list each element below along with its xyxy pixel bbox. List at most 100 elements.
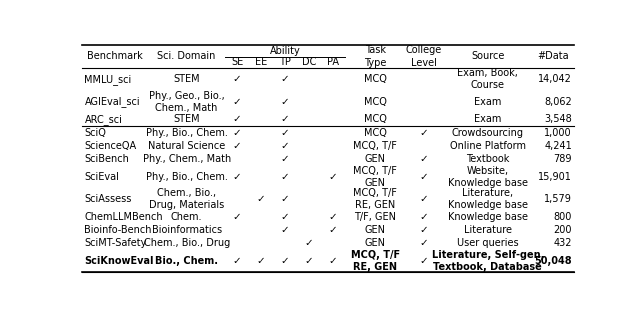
Text: SciEval: SciEval	[84, 172, 119, 182]
Text: Literature,
Knowledge base: Literature, Knowledge base	[448, 188, 528, 210]
Text: Textbook: Textbook	[466, 154, 509, 164]
Text: AGIEval_sci: AGIEval_sci	[84, 96, 140, 107]
Text: T/F, GEN: T/F, GEN	[354, 212, 396, 222]
Text: ✓: ✓	[233, 74, 241, 84]
Text: TP: TP	[279, 58, 291, 67]
Text: MCQ, T/F
RE, GEN: MCQ, T/F RE, GEN	[351, 250, 399, 272]
Text: ✓: ✓	[329, 256, 337, 266]
Text: 8,062: 8,062	[544, 97, 572, 107]
Text: Website,
Knowledge base: Website, Knowledge base	[448, 166, 528, 188]
Text: #Data: #Data	[538, 51, 570, 61]
Text: ✓: ✓	[419, 154, 428, 164]
Text: ✓: ✓	[233, 212, 241, 222]
Text: ✓: ✓	[329, 212, 337, 222]
Text: SE: SE	[231, 58, 243, 67]
Text: MCQ, T/F
RE, GEN: MCQ, T/F RE, GEN	[353, 188, 397, 210]
Text: Bio., Chem.: Bio., Chem.	[155, 256, 218, 266]
Text: Sci. Domain: Sci. Domain	[157, 51, 216, 61]
Text: Task
Type: Task Type	[364, 45, 387, 67]
Text: ✓: ✓	[419, 212, 428, 222]
Text: Bioinformatics: Bioinformatics	[152, 225, 221, 235]
Text: ✓: ✓	[233, 128, 241, 137]
Text: Literature: Literature	[464, 225, 512, 235]
Text: DC: DC	[302, 58, 316, 67]
Text: Ability: Ability	[270, 46, 301, 56]
Text: SciKnowEval: SciKnowEval	[84, 256, 154, 266]
Text: ✓: ✓	[419, 172, 428, 182]
Text: User queries: User queries	[457, 238, 518, 248]
Text: ✓: ✓	[281, 114, 289, 124]
Text: 15,901: 15,901	[538, 172, 572, 182]
Text: ✓: ✓	[233, 172, 241, 182]
Text: ✓: ✓	[281, 172, 289, 182]
Text: 432: 432	[554, 238, 572, 248]
Text: STEM: STEM	[173, 74, 200, 84]
Text: 14,042: 14,042	[538, 74, 572, 84]
Text: MCQ: MCQ	[364, 128, 387, 137]
Text: ✓: ✓	[419, 225, 428, 235]
Text: ScienceQA: ScienceQA	[84, 141, 136, 151]
Text: ChemLLMBench: ChemLLMBench	[84, 212, 163, 222]
Text: ✓: ✓	[233, 97, 241, 107]
Text: 1,000: 1,000	[545, 128, 572, 137]
Text: ✓: ✓	[233, 256, 241, 266]
Text: ✓: ✓	[257, 256, 266, 266]
Text: Phy., Bio., Chem.: Phy., Bio., Chem.	[146, 172, 228, 182]
Text: PA: PA	[327, 58, 339, 67]
Text: Source: Source	[471, 51, 504, 61]
Text: 3,548: 3,548	[544, 114, 572, 124]
Text: ✓: ✓	[233, 141, 241, 151]
Text: ✓: ✓	[281, 225, 289, 235]
Text: Phy., Bio., Chem.: Phy., Bio., Chem.	[146, 128, 228, 137]
Text: GEN: GEN	[365, 225, 386, 235]
Text: ✓: ✓	[329, 172, 337, 182]
Text: Exam: Exam	[474, 114, 502, 124]
Text: MCQ: MCQ	[364, 97, 387, 107]
Text: GEN: GEN	[365, 238, 386, 248]
Text: MCQ, T/F: MCQ, T/F	[353, 141, 397, 151]
Text: MCQ: MCQ	[364, 74, 387, 84]
Text: Benchmark: Benchmark	[88, 51, 143, 61]
Text: ✓: ✓	[419, 238, 428, 248]
Text: ✓: ✓	[419, 194, 428, 204]
Text: ✓: ✓	[329, 225, 337, 235]
Text: SciBench: SciBench	[84, 154, 129, 164]
Text: ✓: ✓	[281, 128, 289, 137]
Text: ✓: ✓	[257, 194, 266, 204]
Text: ✓: ✓	[281, 256, 289, 266]
Text: ✓: ✓	[281, 154, 289, 164]
Text: Crowdsourcing: Crowdsourcing	[452, 128, 524, 137]
Text: Natural Science: Natural Science	[148, 141, 225, 151]
Text: Exam, Book,
Course: Exam, Book, Course	[458, 68, 518, 91]
Text: EE: EE	[255, 58, 268, 67]
Text: SciQ: SciQ	[84, 128, 106, 137]
Text: 789: 789	[554, 154, 572, 164]
Text: Bioinfo-Bench: Bioinfo-Bench	[84, 225, 152, 235]
Text: ✓: ✓	[281, 97, 289, 107]
Text: Literature, Self-gen,
Textbook, Database: Literature, Self-gen, Textbook, Database	[432, 250, 544, 272]
Text: ✓: ✓	[281, 212, 289, 222]
Text: ✓: ✓	[281, 194, 289, 204]
Text: SciAssess: SciAssess	[84, 194, 132, 204]
Text: Chem.: Chem.	[171, 212, 202, 222]
Text: MMLU_sci: MMLU_sci	[84, 74, 132, 85]
Text: STEM: STEM	[173, 114, 200, 124]
Text: Knowledge base: Knowledge base	[448, 212, 528, 222]
Text: ✓: ✓	[305, 256, 314, 266]
Text: 1,579: 1,579	[544, 194, 572, 204]
Text: 4,241: 4,241	[544, 141, 572, 151]
Text: MCQ, T/F
GEN: MCQ, T/F GEN	[353, 166, 397, 188]
Text: Exam: Exam	[474, 97, 502, 107]
Text: ARC_sci: ARC_sci	[84, 114, 122, 125]
Text: GEN: GEN	[365, 154, 386, 164]
Text: ✓: ✓	[281, 141, 289, 151]
Text: College
Level: College Level	[406, 45, 442, 67]
Text: MCQ: MCQ	[364, 114, 387, 124]
Text: Chem., Bio.,
Drug, Materials: Chem., Bio., Drug, Materials	[149, 188, 224, 210]
Text: Phy., Chem., Math: Phy., Chem., Math	[143, 154, 231, 164]
Text: 800: 800	[554, 212, 572, 222]
Text: ✓: ✓	[419, 128, 428, 137]
Text: SciMT-Safety: SciMT-Safety	[84, 238, 147, 248]
Text: Phy., Geo., Bio.,
Chem., Math: Phy., Geo., Bio., Chem., Math	[149, 91, 225, 113]
Text: Online Platform: Online Platform	[450, 141, 526, 151]
